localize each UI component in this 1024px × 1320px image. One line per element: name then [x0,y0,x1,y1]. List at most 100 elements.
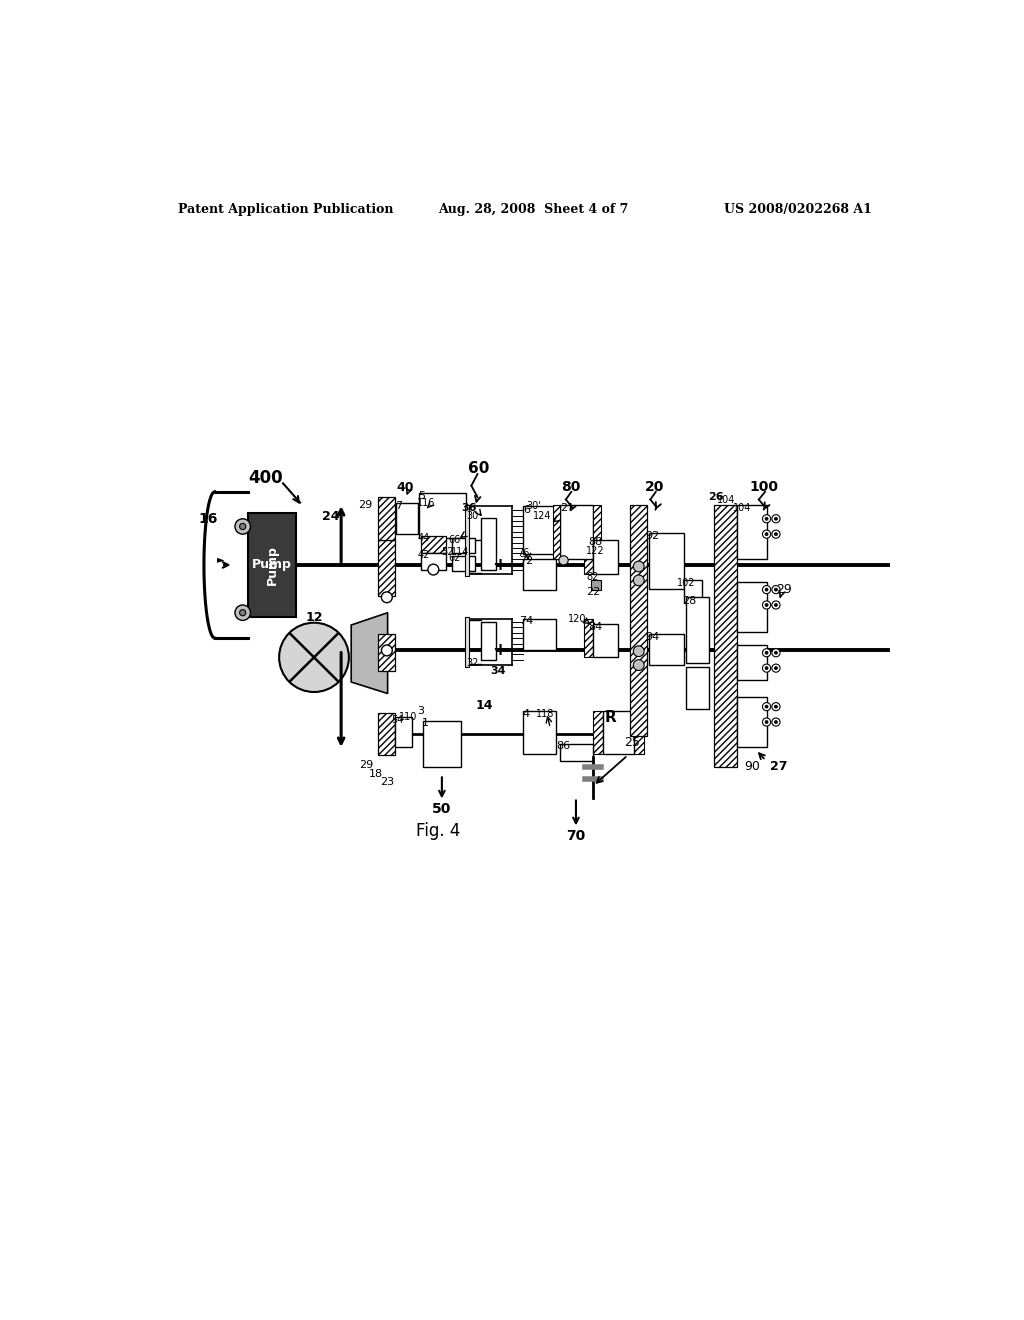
Bar [593,506,601,558]
Bar [248,512,296,618]
Bar [452,539,475,553]
Text: 104: 104 [732,503,751,513]
Bar [560,506,593,558]
Bar [465,506,469,576]
Circle shape [381,591,392,603]
Circle shape [763,648,771,657]
Bar [553,506,560,558]
Bar [523,507,563,554]
Circle shape [774,651,777,655]
Text: 86: 86 [556,741,570,751]
Bar [523,558,556,590]
Circle shape [240,610,246,615]
Circle shape [763,601,771,609]
Text: +: + [493,640,508,659]
Bar [480,622,496,660]
Text: 124: 124 [532,511,551,520]
Text: 54: 54 [391,714,403,725]
Text: 80: 80 [561,480,581,494]
Bar [378,498,395,540]
Circle shape [765,533,768,536]
Circle shape [763,531,771,539]
Text: 36: 36 [461,503,477,513]
Bar [584,619,593,657]
Text: 18: 18 [369,770,383,779]
Bar [714,506,737,767]
Bar [592,581,601,590]
Circle shape [765,651,768,655]
Text: 30': 30' [526,502,542,511]
Bar [593,711,603,754]
Text: +: + [493,556,508,574]
Text: 44: 44 [417,533,429,543]
Circle shape [774,517,777,520]
Bar [396,503,418,535]
Text: 25: 25 [624,735,640,748]
Circle shape [765,705,768,708]
Circle shape [763,718,771,726]
Circle shape [772,601,780,609]
Circle shape [240,523,246,529]
Text: 60: 60 [468,461,489,477]
Circle shape [772,515,780,523]
Circle shape [633,645,644,656]
Bar [523,619,556,649]
Bar [423,721,461,767]
Bar [686,667,710,709]
Bar [737,582,767,632]
Text: 27: 27 [770,760,787,774]
Bar [584,540,593,574]
Circle shape [763,586,771,594]
Bar [634,711,644,754]
Text: 12: 12 [305,611,323,624]
Text: 70: 70 [566,829,586,843]
Text: 118: 118 [536,709,554,719]
Bar [421,553,445,570]
Text: 22: 22 [586,587,600,597]
Text: Pump: Pump [265,545,279,585]
Text: 114: 114 [451,546,469,557]
Text: 40: 40 [396,480,414,494]
Circle shape [633,561,644,572]
Bar [395,718,413,747]
Text: 1: 1 [422,718,429,727]
Text: 92: 92 [645,532,659,541]
Circle shape [774,603,777,606]
Text: 16: 16 [199,512,218,525]
Bar [603,711,634,754]
Bar [480,517,496,570]
Circle shape [772,664,780,672]
Circle shape [772,586,780,594]
Bar [737,645,767,680]
Bar [684,581,701,603]
Bar [686,597,710,663]
Text: 2: 2 [560,503,567,513]
Text: 14: 14 [476,698,494,711]
Circle shape [772,648,780,657]
Text: 29: 29 [359,760,374,770]
Circle shape [774,533,777,536]
Circle shape [763,664,771,672]
Bar [523,711,556,754]
Circle shape [234,605,251,620]
Circle shape [633,576,644,586]
Bar [737,697,767,747]
Text: 24: 24 [322,510,339,523]
Circle shape [774,667,777,669]
Text: 72: 72 [519,556,534,566]
Circle shape [765,721,768,723]
Circle shape [428,564,438,576]
Text: 23: 23 [381,777,394,787]
Text: 6: 6 [523,504,529,515]
Text: 3: 3 [418,706,425,717]
Bar [421,536,445,553]
Text: 20: 20 [645,480,665,494]
Bar [649,533,684,589]
Circle shape [280,623,349,692]
Bar [465,618,469,668]
Circle shape [633,660,644,671]
Text: R: R [605,710,616,725]
Text: 7: 7 [395,502,402,511]
Bar [452,556,475,572]
Circle shape [772,718,780,726]
